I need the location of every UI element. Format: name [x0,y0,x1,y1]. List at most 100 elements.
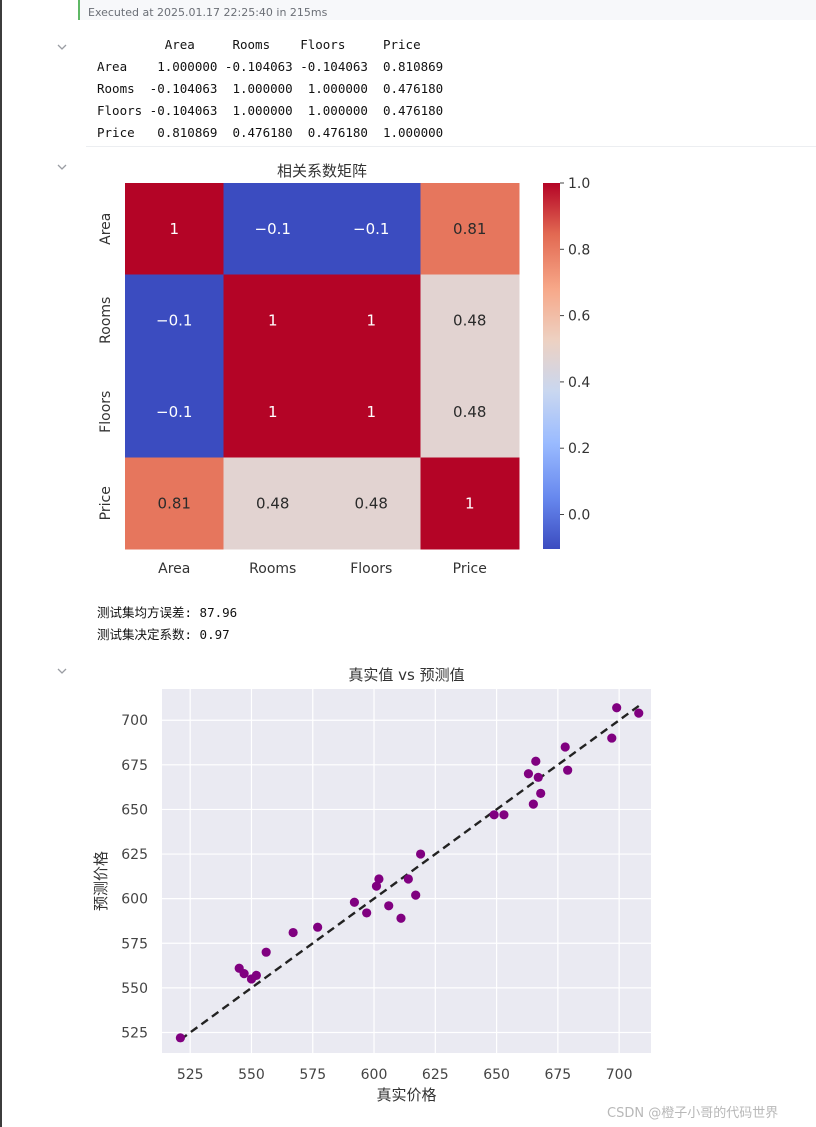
colorbar-tick-label: 1.0 [568,176,590,192]
test-r2-text: 测试集决定系数: 0.97 [97,627,230,642]
heatmap-cell-annotation: −0.1 [156,403,192,421]
heatmap-cell [420,183,520,275]
colorbar-tick-label: 0.2 [568,441,590,457]
x-tick-label: 650 [483,1067,510,1083]
heatmap-cell [420,457,520,550]
y-tick-label: 625 [121,847,148,863]
dataframe-row: Area 1.000000 -0.104063 -0.104063 0.8108… [97,59,444,74]
colorbar-tick-label: 0.6 [568,309,590,325]
collapse-output-chevron-icon[interactable] [56,666,68,676]
heatmap-cell [322,366,421,458]
heatmap-cell [420,366,520,458]
csdn-watermark: CSDN @橙子小哥的代码世界 [607,1106,779,1121]
heatmap-cell-annotation: −0.1 [255,220,291,238]
x-tick-label: 625 [422,1067,449,1083]
heatmap-cell [420,274,520,367]
scatter-point [499,810,509,820]
scatter-point [411,890,421,900]
scatter-point [607,733,617,743]
colorbar-tick-label: 0.8 [568,242,590,258]
heatmap-cell [223,183,323,275]
reference-line [179,704,640,1041]
y-tick-label: 650 [121,802,148,818]
scatter-point [560,742,570,752]
scatter-title: 真实值 vs 预测值 [348,666,464,684]
collapse-output-chevron-icon[interactable] [56,162,68,172]
scatter-point [251,970,261,980]
scatter-point [371,881,382,891]
scatter-point [563,765,573,775]
heatmap-cell [125,457,224,550]
heatmap-cell-annotation: 0.48 [256,494,289,512]
heatmap-cell [223,274,323,367]
scatter-point [415,849,426,859]
heatmap-row-label: Price [98,486,114,520]
scatter-point [384,901,394,911]
heatmap-col-label: Price [453,561,487,577]
test-mse-text: 测试集均方误差: 87.96 [97,605,238,620]
scatter-point [239,968,249,979]
scatter-point [362,908,372,918]
heatmap-cell-annotation: 1 [268,403,278,421]
x-tick-label: 600 [361,1067,388,1083]
y-tick-label: 675 [121,758,148,774]
heatmap-col-label: Rooms [249,561,296,577]
output-separator [86,146,816,147]
x-tick-label: 700 [606,1067,633,1083]
scatter-point [523,769,534,779]
true-vs-predicted-scatter: 真实值 vs 预测值 525 550 575 600 625 650 675 700 525 550… [92,666,651,1104]
heatmap-cell [322,183,421,275]
heatmap-cell [322,274,421,367]
heatmap-cell-annotation: 1 [169,220,179,238]
heatmap-cell [125,366,224,458]
heatmap-cell [125,183,224,275]
heatmap-cell-annotation: 0.48 [453,311,486,329]
scatter-point [403,874,413,884]
y-tick-label: 525 [121,1025,148,1041]
x-tick-label: 575 [299,1067,326,1083]
scatter-point [396,913,406,923]
execution-status-text: Executed at 2025.01.17 22:25:40 in 215ms [88,6,328,19]
heatmap-cell-annotation: 1 [465,494,475,512]
scatter-point [612,703,622,713]
dataframe-row: Rooms -0.104063 1.000000 1.000000 0.4761… [97,81,444,96]
y-tick-label: 575 [121,936,148,952]
scatter-point [374,874,384,884]
execution-status-bar: Executed at 2025.01.17 22:25:40 in 215ms [78,0,816,20]
scatter-point [288,927,298,938]
scatter-point [531,756,541,766]
heatmap-row-label: Rooms [98,297,114,344]
scatter-point [634,708,644,718]
x-tick-label: 525 [177,1067,204,1083]
heatmap-cell [223,366,323,458]
heatmap-cell-annotation: −0.1 [156,311,192,329]
dataframe-row: Floors -0.104063 1.000000 1.000000 0.476… [97,103,444,118]
y-tick-label: 700 [121,713,148,729]
heatmap-cell-annotation: −0.1 [353,220,389,238]
heatmap-cell [125,274,224,367]
x-axis-label: 真实价格 [376,1086,436,1104]
y-tick-label: 550 [121,981,148,997]
correlation-dataframe-output: Area Rooms Floors Price Area 1.000000 -0.… [97,34,443,144]
heatmap-cell-annotation: 0.81 [453,220,486,238]
heatmap-cell-annotation: 0.48 [355,494,388,512]
y-axis-label: 预测价格 [92,851,110,911]
x-tick-label: 675 [544,1067,571,1083]
heatmap-row-label: Area [98,213,114,245]
colorbar-tick-label: 0.4 [568,375,590,391]
scatter-point [349,897,360,907]
colorbar-tick-label: 0.0 [568,508,590,524]
heatmap-title: 相关系数矩阵 [277,162,367,180]
metrics-output: 测试集均方误差: 87.96 测试集决定系数: 0.97 [97,602,237,646]
heatmap-cell-annotation: 0.81 [158,494,191,512]
collapse-output-chevron-icon[interactable] [56,42,68,52]
heatmap-cell-annotation: 1 [268,311,278,329]
editor-left-border [0,0,2,1127]
scatter-point [528,799,538,809]
dataframe-header: Area Rooms Floors Price [97,37,421,52]
scatter-point [261,947,271,957]
heatmap-row-label: Floors [98,391,114,433]
heatmap-col-label: Area [158,561,190,577]
heatmap-col-label: Floors [350,561,392,577]
